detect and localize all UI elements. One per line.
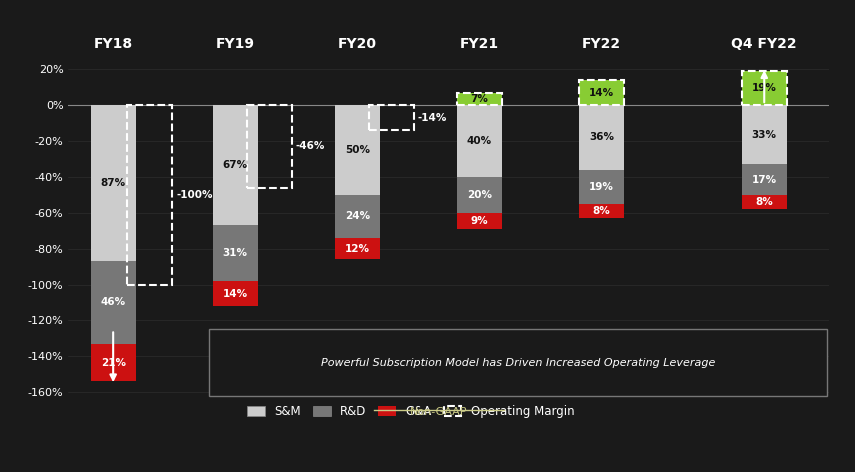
- Text: 14%: 14%: [222, 288, 248, 298]
- Bar: [742, 71, 787, 105]
- Bar: [742, 164, 787, 195]
- Text: 14%: 14%: [589, 87, 614, 98]
- Text: -100%: -100%: [176, 190, 213, 200]
- Bar: [579, 105, 624, 170]
- Bar: [247, 105, 292, 188]
- Bar: [213, 281, 257, 306]
- Bar: [457, 93, 502, 105]
- Text: 87%: 87%: [101, 178, 126, 188]
- Bar: [91, 105, 136, 261]
- Bar: [579, 80, 624, 105]
- Bar: [213, 225, 257, 281]
- Bar: [457, 93, 502, 105]
- Text: 36%: 36%: [589, 133, 614, 143]
- Legend: S&M, R&D, G&A, Operating Margin: S&M, R&D, G&A, Operating Margin: [243, 400, 579, 423]
- Bar: [457, 105, 502, 177]
- Text: 50%: 50%: [345, 145, 370, 155]
- Text: 8%: 8%: [755, 197, 773, 207]
- Text: 9%: 9%: [470, 216, 488, 226]
- Text: 40%: 40%: [467, 136, 492, 146]
- Text: 19%: 19%: [752, 83, 776, 93]
- Text: 20%: 20%: [467, 190, 492, 200]
- Bar: [742, 71, 787, 105]
- Text: 7%: 7%: [470, 94, 488, 104]
- Text: 8%: 8%: [593, 206, 610, 216]
- Text: 24%: 24%: [345, 211, 370, 221]
- Bar: [213, 105, 257, 225]
- Text: 12%: 12%: [345, 244, 370, 253]
- Text: -46%: -46%: [296, 142, 325, 152]
- Bar: [457, 177, 502, 213]
- Bar: [127, 105, 172, 285]
- Bar: [457, 213, 502, 229]
- Bar: [579, 80, 624, 105]
- Bar: [742, 195, 787, 209]
- Bar: [369, 105, 414, 130]
- Bar: [579, 170, 624, 204]
- Text: 33%: 33%: [752, 130, 776, 140]
- Text: 31%: 31%: [223, 248, 248, 258]
- Text: Non-GAAP: Non-GAAP: [410, 406, 468, 417]
- Text: Powerful Subscription Model has Driven Increased Operating Leverage: Powerful Subscription Model has Driven I…: [321, 358, 716, 368]
- Text: 21%: 21%: [101, 358, 126, 368]
- Bar: [91, 261, 136, 344]
- Text: 19%: 19%: [589, 182, 614, 192]
- Text: 17%: 17%: [752, 175, 777, 185]
- Bar: [209, 329, 828, 396]
- Bar: [335, 195, 380, 238]
- Text: 46%: 46%: [101, 297, 126, 307]
- Bar: [91, 344, 136, 381]
- Text: 67%: 67%: [222, 160, 248, 170]
- Bar: [335, 105, 380, 195]
- Text: -14%: -14%: [418, 113, 447, 123]
- Bar: [742, 105, 787, 164]
- Bar: [579, 204, 624, 218]
- Bar: [335, 238, 380, 260]
